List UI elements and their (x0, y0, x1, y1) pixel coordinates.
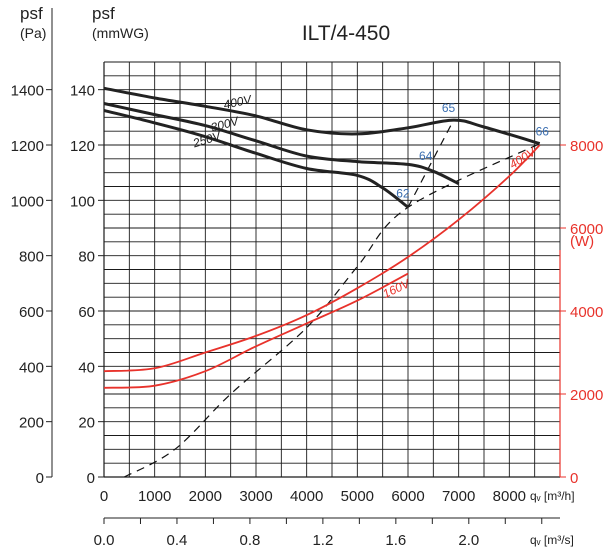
efficiency-point-label: 62 (396, 187, 410, 201)
pressure-curve-400v (103, 86, 541, 146)
m3h-tick-label: 8000 (493, 488, 526, 505)
left-pa-axis-title: psf (20, 4, 43, 23)
power-curves (103, 144, 541, 389)
m3s-tick-label: 2.0 (458, 532, 479, 549)
m3s-tick-label: 0.0 (94, 532, 115, 549)
pa-tick-label: 1000 (11, 193, 44, 210)
mmwg-tick-label: 60 (78, 304, 95, 321)
left-pa-axis-unit: (Pa) (20, 25, 46, 41)
pressure-curve-300v (103, 102, 460, 186)
pressure-curve-label: 250V (190, 128, 223, 150)
grid (103, 61, 561, 478)
mmwg-tick-label: 120 (70, 138, 95, 155)
efficiency-point-label: 64 (419, 149, 433, 163)
w-tick-label: 6000 (570, 221, 603, 238)
m3s-tick-label: 1.6 (385, 532, 406, 549)
mmwg-tick-label: 40 (78, 359, 95, 376)
pa-tick-label: 200 (19, 415, 44, 432)
w-tick-label: 2000 (570, 387, 603, 404)
m3h-tick-label: 4000 (290, 488, 323, 505)
m3h-tick-label: 5000 (341, 488, 374, 505)
mmwg-tick-label: 0 (87, 470, 95, 487)
axes: 0200400600800100012001400020406080100120… (11, 8, 603, 549)
pa-tick-label: 600 (19, 304, 44, 321)
w-tick-label: 8000 (570, 138, 603, 155)
m3h-tick-label: 2000 (189, 488, 222, 505)
pa-tick-label: 0 (36, 470, 44, 487)
power-curve-label: 400V (507, 144, 539, 171)
right-w-axis-unit: (W) (570, 233, 594, 250)
pressure-curve-250v (103, 108, 409, 209)
chart-title: ILT/4-450 (302, 22, 390, 45)
mmwg-tick-label: 80 (78, 249, 95, 266)
efficiency-point-label: 65 (442, 101, 456, 115)
power-curve-400v (103, 144, 541, 373)
m3h-tick-label: 1000 (138, 488, 171, 505)
left-mmwg-axis-title: psf (92, 4, 115, 23)
m3h-tick-label: 7000 (442, 488, 475, 505)
pa-tick-label: 1200 (11, 138, 44, 155)
m3h-tick-label: 6000 (391, 488, 424, 505)
mmwg-tick-label: 140 (70, 83, 95, 100)
m3h-tick-label: 3000 (239, 488, 272, 505)
pressure-curve-label: 400V (222, 92, 253, 112)
efficiency-lines (124, 119, 540, 478)
power-curve-160v (103, 272, 409, 389)
w-tick-label: 4000 (570, 304, 603, 321)
pressure-curves (103, 86, 541, 209)
left-mmwg-axis-unit: (mmWG) (92, 25, 149, 41)
pa-tick-label: 800 (19, 249, 44, 266)
efficiency-branch-line (407, 119, 455, 208)
m3s-tick-label: 0.4 (167, 532, 188, 549)
pa-tick-label: 400 (19, 359, 44, 376)
x-m3s-axis-label: qᵥ [m³/s] (530, 533, 574, 547)
x-m3h-axis-label: qᵥ [m³/h] (530, 489, 575, 503)
m3s-tick-label: 1.2 (312, 532, 333, 549)
efficiency-point-label: 66 (536, 124, 550, 138)
pa-tick-label: 1400 (11, 83, 44, 100)
mmwg-tick-label: 20 (78, 415, 95, 432)
m3s-tick-label: 0.8 (239, 532, 260, 549)
m3h-tick-label: 0 (100, 488, 108, 505)
w-tick-label: 0 (570, 470, 578, 487)
mmwg-tick-label: 100 (70, 193, 95, 210)
